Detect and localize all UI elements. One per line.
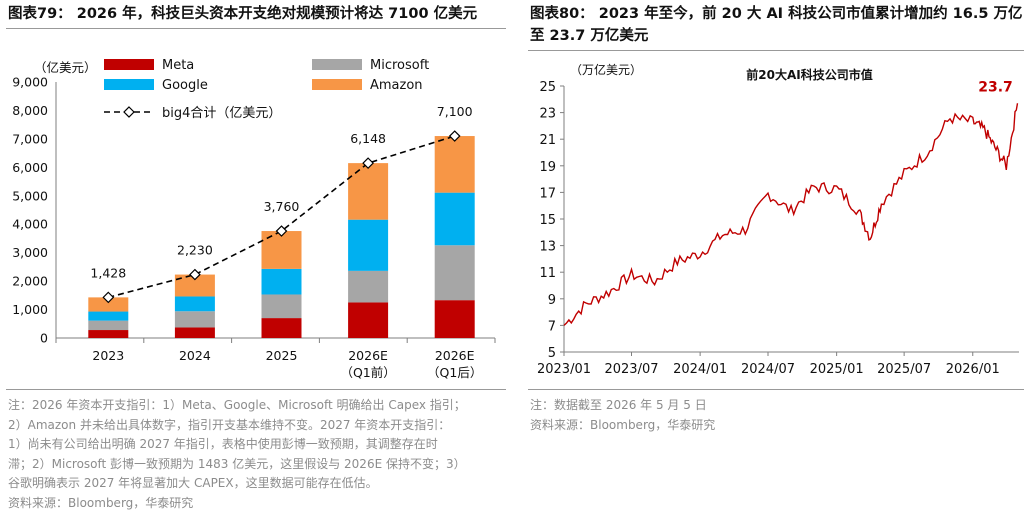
left-figure-panel: 图表79： 2026 年，科技巨头资本开支绝对规模预计将达 7100 亿美元 （… (0, 0, 510, 518)
total-marker (448, 130, 461, 142)
y-tick-label: 17 (539, 186, 556, 201)
bar-segment-google (348, 219, 389, 271)
total-marker (362, 157, 374, 169)
bar-segment-amazon (434, 136, 475, 193)
x-tick-label: 2023 (92, 348, 124, 363)
bar-segment-meta (174, 327, 215, 338)
bar-segment-microsoft (348, 270, 389, 303)
bar-segment-meta (261, 318, 302, 338)
bar-segment-meta (348, 302, 389, 338)
x-tick-label: 2026E (435, 348, 475, 363)
bar-segment-google (434, 192, 475, 246)
total-marker (275, 225, 288, 237)
y-tick-label: 9,000 (12, 75, 48, 90)
x-tick-label: 2024/01 (673, 362, 727, 377)
x-tick-label: 2023/01 (537, 362, 591, 377)
right-source: 资料来源：Bloomberg，华泰研究 (530, 417, 716, 432)
y-tick-label: 8,000 (12, 103, 48, 118)
right-figure-title: 图表80： 2023 年至今，前 20 大 AI 科技公司市值累计增加约 16.… (530, 6, 1023, 44)
legend-swatch (312, 79, 362, 90)
total-data-label: 6,148 (350, 131, 386, 146)
y-tick-label: 11 (539, 266, 556, 281)
legend-swatch (104, 59, 154, 70)
bar-segment-amazon (88, 297, 129, 312)
y-tick-label: 5,000 (12, 188, 48, 203)
legend-swatch (104, 79, 154, 90)
y-tick-label: 9 (548, 293, 556, 308)
total-marker (102, 291, 115, 304)
bar-segment-microsoft (434, 245, 475, 301)
left-note-line: 谷歌明确表示 2027 年将显著加大 CAPEX，这里数据可能存在低估。 (8, 476, 378, 490)
bar-segment-google (174, 296, 215, 312)
total-data-label: 3,760 (264, 199, 300, 214)
x-tick-label: 2025/01 (810, 362, 864, 377)
right-note-line: 注：数据截至 2026 年 5 月 5 日 (530, 398, 707, 412)
right-figure-panel: 图表80： 2023 年至今，前 20 大 AI 科技公司市值累计增加约 16.… (526, 0, 1026, 518)
bar-segment-meta (434, 300, 475, 338)
y-axis-unit-label: （万亿美元） (570, 62, 642, 77)
y-tick-label: 21 (539, 133, 556, 148)
left-note-line: 注：2026 年资本开支指引：1）Meta、Google、Microsoft 明… (8, 398, 466, 412)
bar-chart: （亿美元） 0 1,000 2,000 3,000 4,000 5,000 6,000 7,00… (12, 58, 496, 380)
right-title-rule (528, 50, 1024, 51)
x-tick-label: 2025 (266, 348, 298, 363)
x-tick-label: 2023/07 (604, 362, 658, 377)
y-tick-label: 5 (548, 346, 556, 361)
y-tick-label: 4,000 (12, 217, 48, 232)
y-tick-label: 7 (548, 319, 556, 334)
y-tick-label: 6,000 (12, 160, 48, 175)
legend-label: Meta (162, 58, 194, 73)
bar-segment-google (88, 311, 129, 321)
line-chart: （万亿美元） 前20大AI科技公司市值 5 7 9 11 13 15 17 19 21 23 25 202… (537, 62, 1019, 377)
y-tick-label: 0 (40, 331, 48, 346)
total-data-label: 7,100 (437, 104, 473, 119)
y-tick-label: 7,000 (12, 131, 48, 146)
bar-segment-meta (88, 330, 129, 338)
x-tick-label: 2026/01 (946, 362, 1000, 377)
legend-label: Amazon (370, 78, 423, 93)
market-cap-line (563, 103, 1019, 326)
left-chart-rule (6, 389, 506, 390)
bar-segment-microsoft (261, 294, 302, 319)
bar-segment-amazon (174, 274, 215, 297)
legend-swatch (312, 59, 362, 70)
y-tick-label: 23 (539, 107, 556, 122)
total-data-label: 2,230 (177, 243, 213, 258)
x-tick-label: 2026E (348, 348, 388, 363)
bar-segment-microsoft (174, 311, 215, 328)
left-notes: 注：2026 年资本开支指引：1）Meta、Google、Microsoft 明… (8, 396, 508, 513)
y-tick-label: 19 (539, 160, 556, 175)
left-figure-title: 图表79： 2026 年，科技巨头资本开支绝对规模预计将达 7100 亿美元 (8, 6, 478, 22)
x-tick-label: 2024 (179, 348, 211, 363)
y-axis-unit-label: （亿美元） (34, 60, 97, 75)
x-tick-label: （Q1后） (427, 365, 482, 380)
total-data-label: 1,428 (90, 265, 126, 280)
right-notes: 注：数据截至 2026 年 5 月 5 日 资料来源：Bloomberg，华泰研… (530, 396, 1030, 435)
legend-total-marker (123, 106, 135, 118)
left-note-line: 滞；2）Microsoft 彭博一致预期为 1483 亿美元，这里假设与 202… (8, 456, 466, 471)
left-source: 资料来源：Bloomberg，华泰研究 (8, 495, 194, 510)
y-tick-label: 15 (539, 213, 556, 228)
y-tick-label: 3,000 (12, 245, 48, 260)
x-tick-label: （Q1前） (340, 365, 395, 380)
bar-segment-google (261, 268, 302, 295)
y-tick-label: 1,000 (12, 302, 48, 317)
left-note-line: 1）尚未有公司给出明确 2027 年指引，表格中使用彭博一致预期，其调整存在时 (8, 437, 438, 451)
x-tick-label: 2024/07 (741, 362, 795, 377)
legend-label: Microsoft (370, 58, 429, 73)
right-chart-rule (528, 389, 1024, 390)
bar-segment-microsoft (88, 320, 129, 331)
bar-segment-amazon (348, 163, 389, 220)
legend-label: big4合计（亿美元） (162, 106, 281, 121)
end-value-label: 23.7 (978, 79, 1013, 95)
total-marker (189, 268, 201, 281)
y-tick-label: 25 (539, 80, 556, 95)
x-tick-label: 2025/07 (877, 362, 931, 377)
y-tick-label: 13 (539, 240, 556, 255)
left-title-rule (6, 28, 506, 29)
y-tick-label: 2,000 (12, 274, 48, 289)
chart-title: 前20大AI科技公司市值 (746, 67, 872, 82)
left-note-line: 2）Amazon 并未给出具体数字，指引开支基本维持不变。2027 年资本开支指… (8, 417, 451, 432)
legend-label: Google (162, 78, 208, 93)
